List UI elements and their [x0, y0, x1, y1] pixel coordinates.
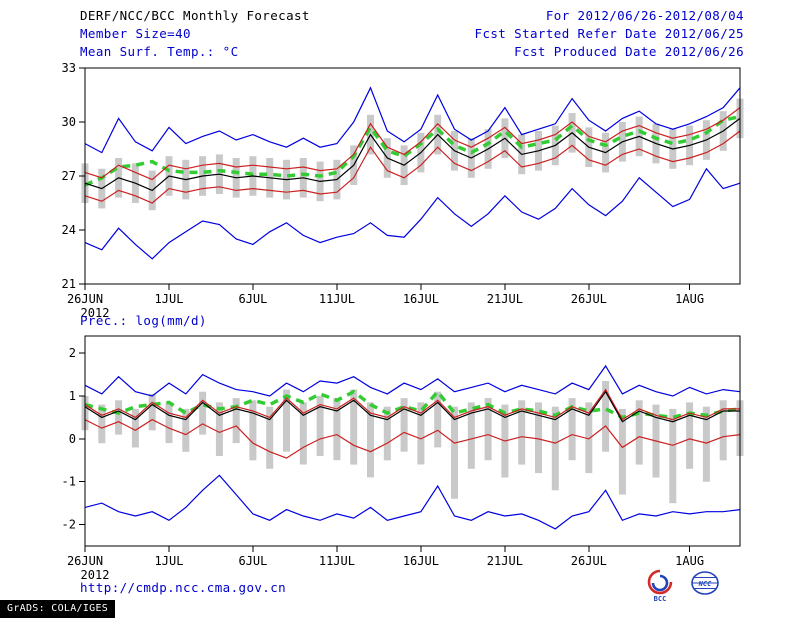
svg-text:24: 24	[62, 223, 76, 237]
svg-text:11JUL: 11JUL	[319, 554, 355, 568]
svg-text:11JUL: 11JUL	[319, 292, 355, 306]
svg-text:21JUL: 21JUL	[487, 554, 523, 568]
svg-text:26JUL: 26JUL	[571, 554, 607, 568]
temperature-panel-label: Mean Surf. Temp.: °C	[80, 44, 239, 59]
grads-credit-badge: GrADS: COLA/IGES	[0, 600, 116, 618]
svg-text:0: 0	[69, 432, 76, 446]
svg-text:26JUL: 26JUL	[571, 292, 607, 306]
svg-text:6JUL: 6JUL	[238, 292, 267, 306]
svg-text:21: 21	[62, 277, 76, 291]
produced-date-label: Fcst Produced Date 2012/06/26	[514, 44, 744, 59]
svg-text:-1: -1	[62, 475, 76, 489]
svg-text:26JUN: 26JUN	[67, 292, 103, 306]
svg-text:1AUG: 1AUG	[675, 554, 704, 568]
svg-text:30: 30	[62, 115, 76, 129]
bcc-logo-label: BCC	[654, 595, 667, 603]
svg-text:26JUN: 26JUN	[67, 554, 103, 568]
svg-text:2012: 2012	[81, 306, 110, 320]
svg-text:27: 27	[62, 169, 76, 183]
header-row-3: Mean Surf. Temp.: °C Fcst Produced Date …	[80, 44, 744, 59]
svg-text:21JUL: 21JUL	[487, 292, 523, 306]
bcc-logo: BCC	[647, 569, 673, 603]
svg-text:1JUL: 1JUL	[155, 554, 184, 568]
svg-text:-2: -2	[62, 518, 76, 532]
header-row-1: DERF/NCC/BCC Monthly Forecast For 2012/0…	[80, 8, 744, 23]
source-url: http://cmdp.ncc.cma.gov.cn	[80, 580, 287, 595]
ncc-logo-latitude-lines	[692, 577, 718, 589]
svg-text:16JUL: 16JUL	[403, 554, 439, 568]
svg-text:2012: 2012	[81, 568, 110, 582]
header-row-2: Member Size=40 Fcst Started Refer Date 2…	[80, 26, 744, 41]
svg-text:1: 1	[69, 389, 76, 403]
svg-text:1JUL: 1JUL	[155, 292, 184, 306]
svg-text:16JUL: 16JUL	[403, 292, 439, 306]
svg-text:2: 2	[69, 346, 76, 360]
svg-text:1AUG: 1AUG	[675, 292, 704, 306]
svg-text:33: 33	[62, 61, 76, 75]
precip-panel-label: Prec.: log(mm/d)	[80, 313, 207, 328]
member-size-label: Member Size=40	[80, 26, 191, 41]
bcc-logo-blue-swirl	[651, 574, 669, 592]
ncc-logo: NCC	[691, 571, 719, 595]
ncc-logo-label: NCC	[698, 580, 712, 588]
svg-text:6JUL: 6JUL	[238, 554, 267, 568]
forecast-valid-range: For 2012/06/26-2012/08/04	[545, 8, 744, 23]
bcc-logo-red-swirl	[647, 569, 673, 595]
refer-date-label: Fcst Started Refer Date 2012/06/25	[474, 26, 744, 41]
page-title: DERF/NCC/BCC Monthly Forecast	[80, 8, 310, 23]
